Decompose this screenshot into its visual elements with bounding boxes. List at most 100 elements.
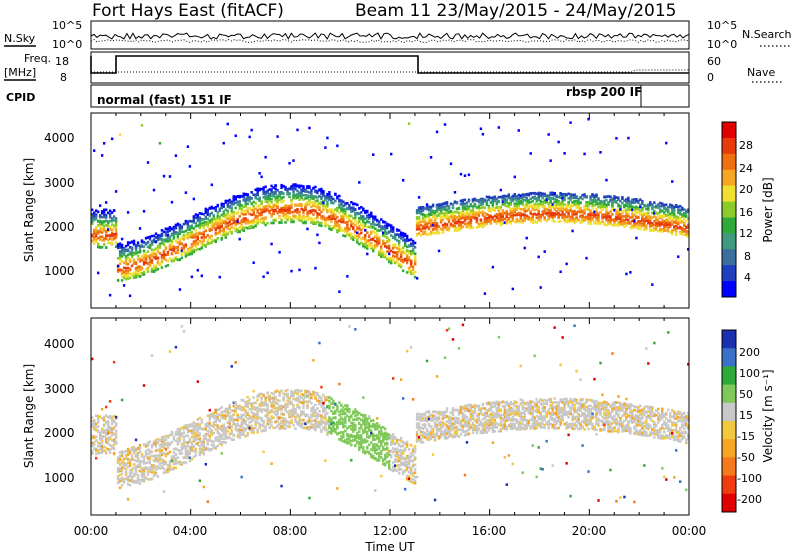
range-cell xyxy=(593,198,596,201)
range-cell xyxy=(120,243,124,247)
range-cell xyxy=(92,213,96,216)
range-cell xyxy=(683,211,686,215)
range-cell xyxy=(633,198,636,201)
range-cell xyxy=(96,418,100,421)
range-cell xyxy=(330,228,333,231)
range-cell xyxy=(240,208,243,212)
range-cell xyxy=(611,199,614,202)
range-cell xyxy=(619,220,622,224)
range-cell xyxy=(549,200,552,204)
range-cell xyxy=(417,227,421,231)
range-cell xyxy=(188,253,192,256)
range-cell xyxy=(429,156,433,159)
range-cell xyxy=(156,244,160,248)
range-cell xyxy=(609,219,612,223)
range-cell xyxy=(443,208,447,212)
range-cell xyxy=(499,223,503,227)
range-cell xyxy=(553,215,556,218)
range-cell xyxy=(110,219,114,223)
range-cell xyxy=(104,219,108,223)
range-cell xyxy=(601,213,604,216)
range-cell xyxy=(146,262,150,266)
range-cell xyxy=(148,235,152,239)
range-cell xyxy=(120,271,124,275)
range-cell xyxy=(439,216,443,219)
range-cell xyxy=(451,203,455,206)
range-cell xyxy=(222,202,225,206)
range-cell xyxy=(421,220,425,223)
range-cell xyxy=(106,211,110,215)
range-cell xyxy=(182,230,186,234)
range-cell xyxy=(234,221,237,225)
range-cell xyxy=(91,208,94,212)
range-cell xyxy=(120,472,124,476)
range-cell xyxy=(130,250,134,254)
range-cell xyxy=(236,228,239,232)
range-cell xyxy=(358,235,361,239)
range-cell xyxy=(555,203,558,206)
range-cell xyxy=(399,263,403,267)
range-cell xyxy=(372,249,375,253)
range-cell xyxy=(91,216,94,219)
range-cell xyxy=(150,354,154,357)
range-cell xyxy=(124,272,128,275)
range-cell xyxy=(142,252,146,256)
range-cell xyxy=(525,205,528,209)
range-cell xyxy=(196,216,200,220)
range-cell xyxy=(589,201,592,205)
range-cell xyxy=(435,228,439,231)
cpid-frame xyxy=(90,84,690,108)
range-cell xyxy=(284,221,287,224)
range-cell xyxy=(376,223,379,227)
range-cell xyxy=(202,239,206,243)
range-cell xyxy=(362,218,365,222)
range-cell xyxy=(531,221,534,225)
range-cell xyxy=(397,248,401,251)
range-cell xyxy=(230,206,233,209)
range-cell xyxy=(164,448,168,452)
range-cell xyxy=(551,215,554,218)
range-cell xyxy=(380,245,383,248)
range-cell xyxy=(148,264,152,267)
range-cell xyxy=(120,483,124,487)
range-cell xyxy=(216,237,219,240)
range-cell xyxy=(461,221,465,224)
range-cell xyxy=(280,197,283,201)
range-cell xyxy=(647,214,650,218)
range-cell xyxy=(278,209,281,212)
range-cell xyxy=(106,442,110,445)
range-cell xyxy=(372,223,375,226)
range-cell xyxy=(108,429,112,433)
range-cell xyxy=(431,204,435,208)
range-cell xyxy=(413,257,417,261)
range-cell xyxy=(194,232,198,236)
range-cell xyxy=(649,201,652,205)
range-cell xyxy=(388,238,391,242)
range-cell xyxy=(328,192,331,196)
range-cell xyxy=(308,195,311,198)
range-cell xyxy=(535,221,538,224)
range-cell xyxy=(202,212,206,216)
range-cell xyxy=(489,220,493,224)
range-cell xyxy=(547,202,550,206)
range-cell xyxy=(603,223,606,227)
range-cell xyxy=(322,215,325,218)
range-cell xyxy=(605,195,608,199)
range-cell xyxy=(657,211,660,215)
range-cell xyxy=(427,216,431,220)
range-cell xyxy=(511,199,514,203)
range-cell xyxy=(364,211,367,215)
range-cell xyxy=(437,206,441,210)
range-cell xyxy=(258,199,261,203)
range-cell xyxy=(553,220,556,223)
range-cell xyxy=(244,226,247,229)
range-cell xyxy=(124,467,128,471)
range-cell xyxy=(457,221,461,224)
range-cell xyxy=(541,202,544,205)
range-cell xyxy=(541,196,544,200)
range-cell xyxy=(390,261,393,265)
range-cell xyxy=(443,212,447,215)
range-cell xyxy=(567,197,570,200)
range-cell xyxy=(415,217,419,220)
range-cell xyxy=(348,234,351,237)
